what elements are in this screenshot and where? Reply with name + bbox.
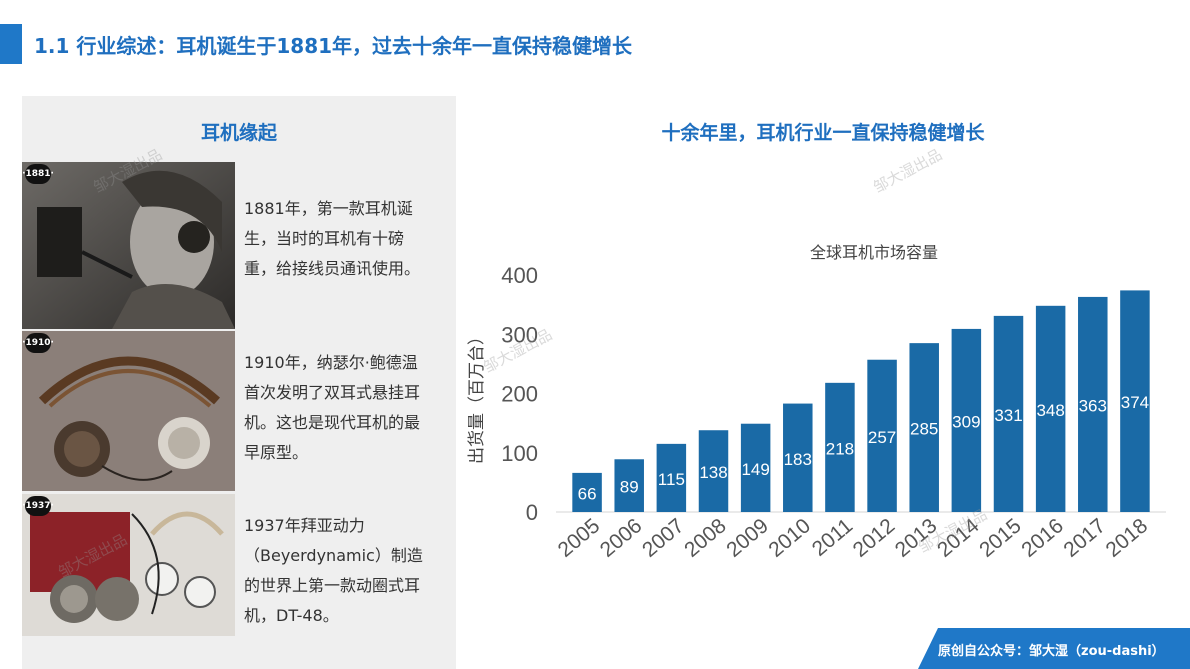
bar-value-label: 149 xyxy=(741,460,769,479)
bar xyxy=(909,343,939,512)
story-line: 1881年，第一款耳机诞 xyxy=(244,199,413,218)
chart-y-axis-label: 出货量（百万台） xyxy=(467,328,486,464)
bar xyxy=(614,459,644,512)
bar-value-label: 257 xyxy=(868,428,896,447)
story-line: 重，给接线员通讯使用。 xyxy=(244,259,421,278)
bar-value-label: 374 xyxy=(1121,393,1149,412)
story-line: 1910年，纳瑟尔·鲍德温 xyxy=(244,353,418,372)
year-badge-1910: ·1910· xyxy=(22,333,54,353)
bar xyxy=(951,328,982,512)
x-tick-label: 2006 xyxy=(596,514,647,562)
bar-value-label: 218 xyxy=(826,439,854,458)
x-tick-label: 2007 xyxy=(638,514,689,562)
year-badge-1881: ·1881· xyxy=(22,164,54,184)
y-tick-label: 400 xyxy=(501,263,538,288)
photo-1910: ·1910· xyxy=(22,331,235,491)
footer-source-text: 原创自公众号：邹大湿（zou-dashi） xyxy=(938,644,1165,659)
bar xyxy=(572,472,602,512)
y-tick-label: 300 xyxy=(501,322,538,347)
history-panel: 耳机缘起 ·1881· 1881年，第一款耳机诞 生，当时的耳机有十磅 重，给接… xyxy=(22,96,456,669)
story-line: 机，DT-48。 xyxy=(244,606,339,625)
story-line: 首次发明了双耳式悬挂耳 xyxy=(244,383,421,402)
bar xyxy=(867,359,897,512)
photo-1937: ·1937· xyxy=(22,494,235,636)
bar-value-label: 285 xyxy=(910,420,938,439)
x-tick-label: 2012 xyxy=(849,514,900,562)
page-title: 1.1 行业综述：耳机诞生于1881年，过去十余年一直保持稳健增长 xyxy=(34,34,633,58)
bar-value-label: 89 xyxy=(620,478,639,497)
bar xyxy=(1120,290,1150,512)
bar-value-label: 348 xyxy=(1036,401,1064,420)
story-line: 1937年拜亚动力 xyxy=(244,516,365,535)
x-tick-label: 2016 xyxy=(1017,514,1068,562)
bar-value-label: 66 xyxy=(578,484,597,503)
x-tick-label: 2018 xyxy=(1102,514,1153,562)
footer-banner xyxy=(918,628,1190,669)
x-tick-label: 2008 xyxy=(680,514,731,562)
y-tick-label: 0 xyxy=(526,500,538,525)
bar-value-label: 331 xyxy=(994,406,1022,425)
x-tick-label: 2013 xyxy=(891,514,942,562)
bar xyxy=(825,382,855,512)
story-1937: 1937年拜亚动力 （Beyerdynamic）制造 的世界上第一款动圈式耳 机… xyxy=(244,511,440,631)
y-tick-label: 200 xyxy=(501,382,538,407)
x-tick-label: 2017 xyxy=(1059,514,1110,562)
x-tick-label: 2015 xyxy=(975,514,1026,562)
bar-value-label: 183 xyxy=(784,450,812,469)
market-bar-chart: 全球耳机市场容量 出货量（百万台） 0 100 200 300 400 66 89 115 1… xyxy=(467,244,1166,562)
bar-value-label: 309 xyxy=(952,412,980,431)
title-accent-bar xyxy=(0,24,22,64)
x-tick-label: 2010 xyxy=(764,514,815,562)
y-tick-label: 100 xyxy=(501,441,538,466)
chart-title: 全球耳机市场容量 xyxy=(810,244,938,262)
bar xyxy=(656,443,687,512)
story-line: 的世界上第一款动圈式耳 xyxy=(244,576,421,595)
bar xyxy=(1078,296,1108,512)
bar xyxy=(783,403,813,512)
story-line: （Beyerdynamic）制造 xyxy=(244,546,423,565)
bar-value-label: 115 xyxy=(658,470,685,489)
story-1910: 1910年，纳瑟尔·鲍德温 首次发明了双耳式悬挂耳 机。这也是现代耳机的最 早原… xyxy=(244,348,440,468)
story-line: 生，当时的耳机有十磅 xyxy=(244,229,405,248)
history-heading: 耳机缘起 xyxy=(200,122,277,144)
x-tick-label: 2011 xyxy=(808,514,857,561)
bar-value-label: 138 xyxy=(699,463,727,482)
photo-1881: ·1881· xyxy=(22,162,235,329)
x-tick-label: 2014 xyxy=(933,514,984,562)
x-tick-label: 2009 xyxy=(722,514,773,562)
year-badge-1937: ·1937· xyxy=(22,496,54,516)
bar xyxy=(740,423,771,512)
bar xyxy=(993,315,1024,512)
chart-heading: 十余年里，耳机行业一直保持稳健增长 xyxy=(661,122,985,144)
story-line: 机。这也是现代耳机的最 xyxy=(244,413,421,432)
story-1881: 1881年，第一款耳机诞 生，当时的耳机有十磅 重，给接线员通讯使用。 xyxy=(244,194,440,284)
bar-value-label: 363 xyxy=(1079,396,1107,415)
bar xyxy=(698,430,729,512)
x-tick-label: 2005 xyxy=(554,514,605,562)
bar xyxy=(1035,305,1066,512)
watermark: 邹大湿出品 xyxy=(870,145,946,197)
story-line: 早原型。 xyxy=(244,443,309,462)
